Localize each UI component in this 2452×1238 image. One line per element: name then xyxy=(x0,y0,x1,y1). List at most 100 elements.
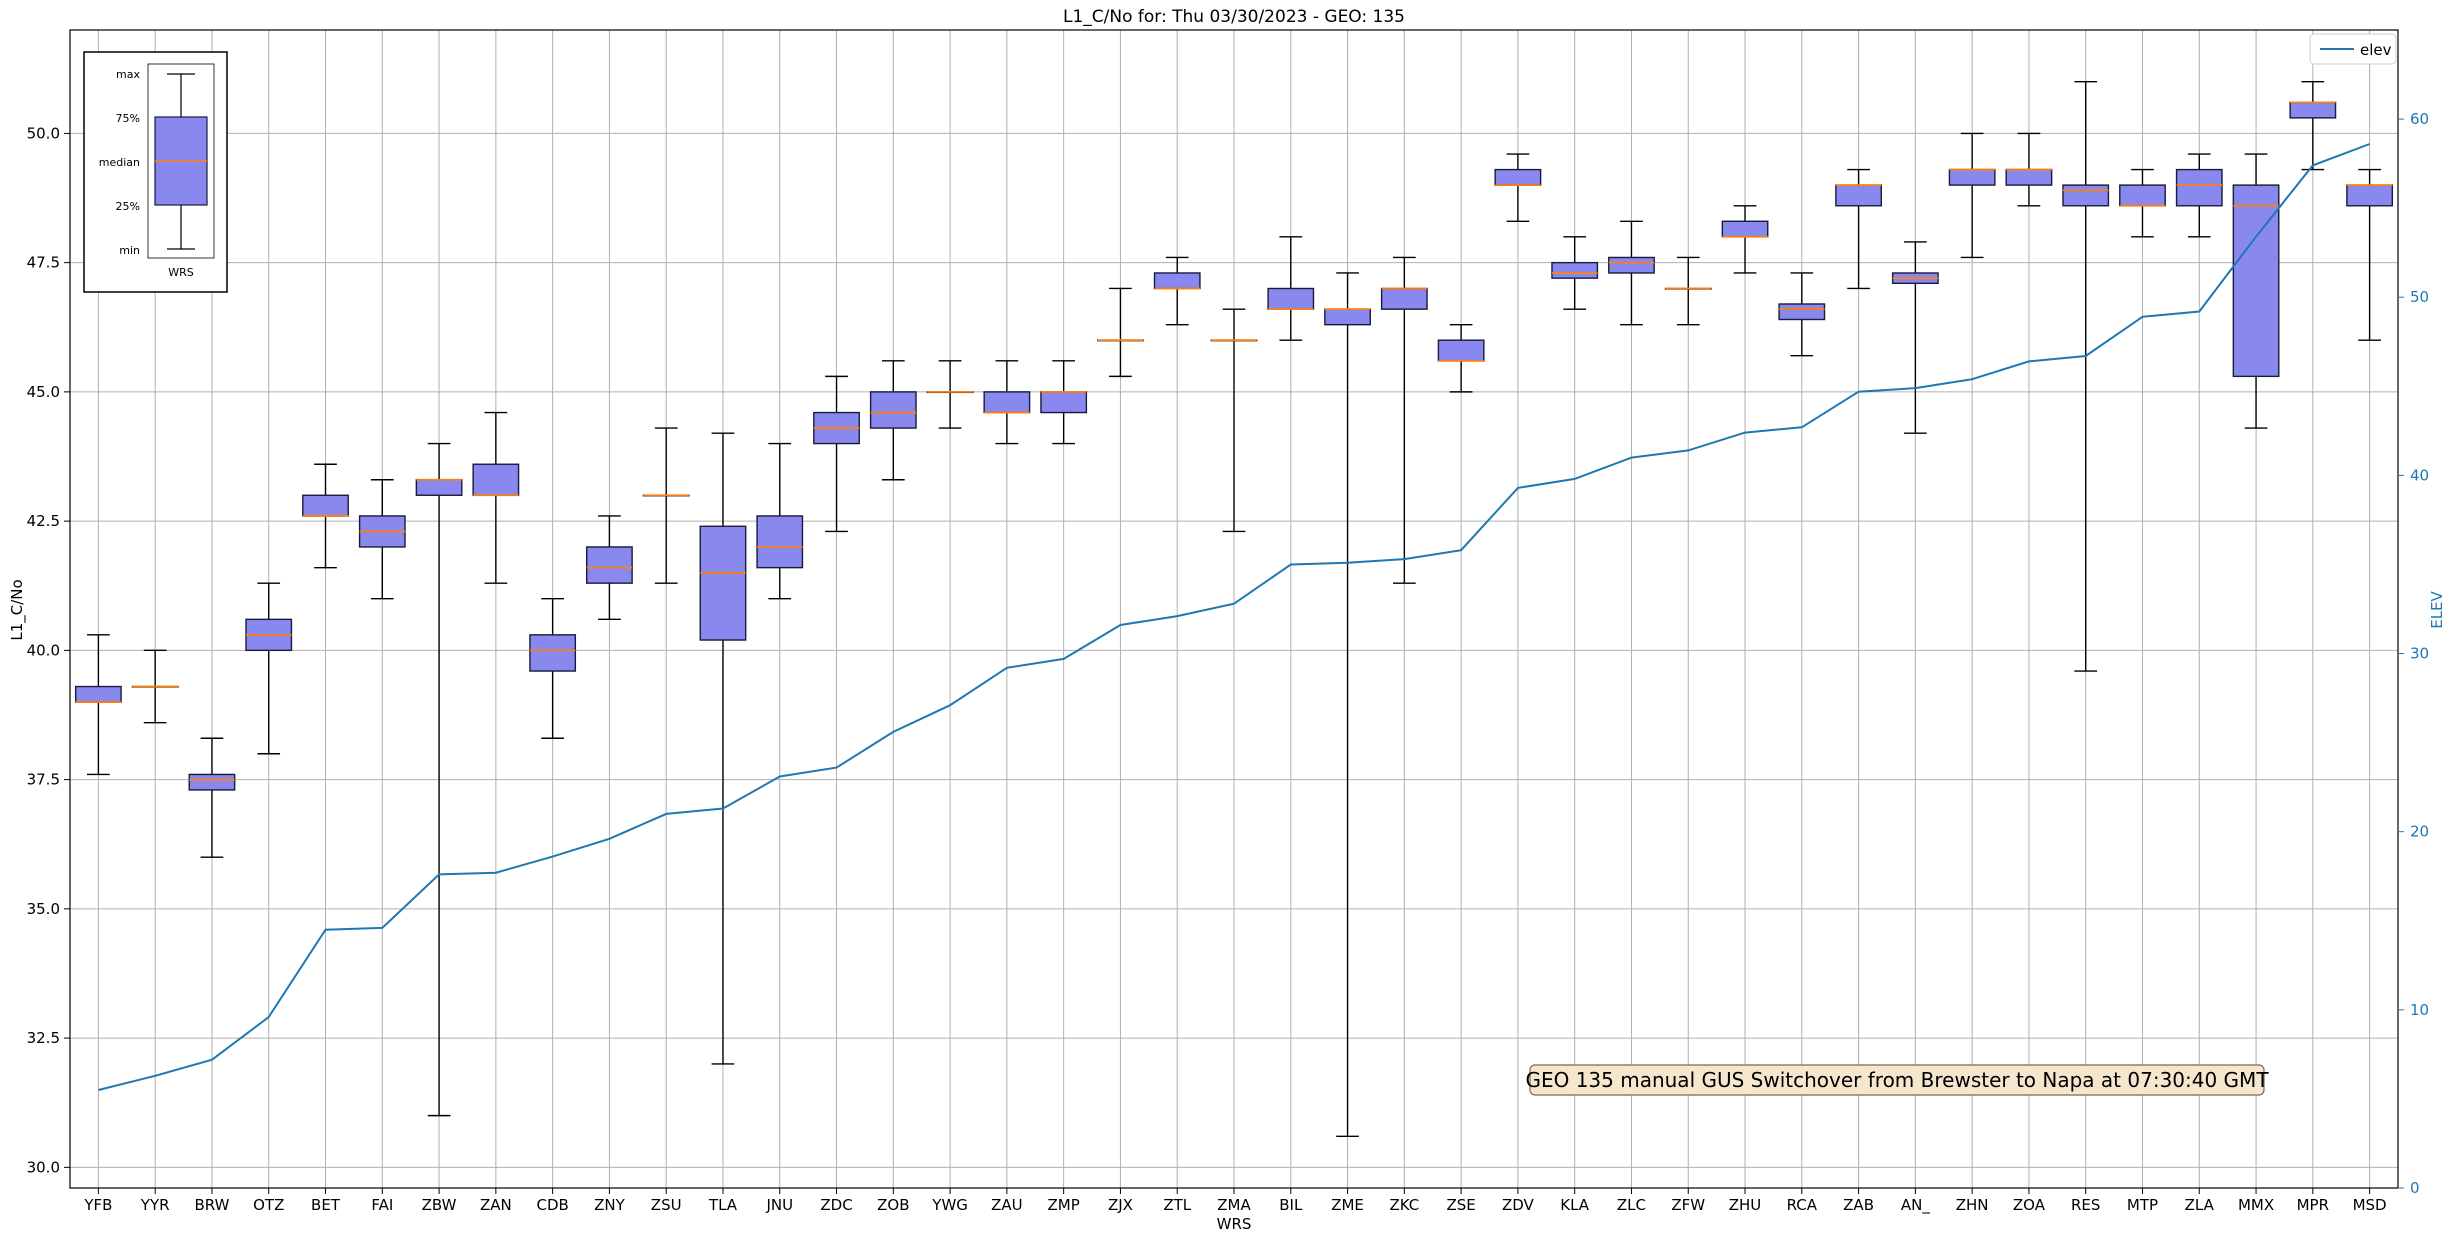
box-iqr xyxy=(188,773,236,791)
x-tick-label: ZAN xyxy=(480,1196,512,1214)
x-tick-label: ZTL xyxy=(1163,1196,1191,1214)
x-tick-label: BIL xyxy=(1279,1196,1303,1214)
box-RCA xyxy=(1778,272,1826,357)
x-tick-label: RES xyxy=(2071,1196,2100,1214)
y-tick-label: 47.5 xyxy=(27,254,60,272)
x-tick-label: ZDC xyxy=(820,1196,852,1214)
box-JNU xyxy=(756,442,804,600)
y2-tick-label: 10 xyxy=(2410,1001,2429,1019)
box-iqr xyxy=(586,546,633,584)
y-tick-label: 32.5 xyxy=(27,1029,60,1047)
box-ZLA xyxy=(2175,153,2223,238)
box-ZHU xyxy=(1721,205,1769,274)
box-BRW xyxy=(188,737,236,858)
x-tick-label: ZHN xyxy=(1956,1196,1989,1214)
box-ZDC xyxy=(813,375,860,533)
y-axis-label: L1_C/No xyxy=(8,579,27,640)
box-ZBW xyxy=(415,442,463,1117)
x-tick-label: MTP xyxy=(2127,1196,2158,1214)
box-iqr xyxy=(1040,391,1088,414)
x-tick-label: RCA xyxy=(1787,1196,1818,1214)
box-iqr xyxy=(1835,184,1882,207)
box-iqr xyxy=(2289,101,2337,119)
box-ZTL xyxy=(1153,256,1201,326)
x-tick-label: BET xyxy=(311,1196,341,1214)
x-tick-label: MMX xyxy=(2238,1196,2274,1214)
inset-category: WRS xyxy=(168,266,194,279)
box-CDB xyxy=(529,597,577,739)
y-tick-labels: 30.0 32.5 35.0 37.5 40.0 42.5 45.0 47.5 50.0 xyxy=(27,124,70,1176)
x-tick-label: ZLA xyxy=(2185,1196,2215,1214)
x-tick-label: YYR xyxy=(140,1196,170,1214)
box-ZAU xyxy=(983,360,1031,445)
x-tick-label: ZOA xyxy=(2013,1196,2046,1214)
box-plots xyxy=(74,80,2394,1138)
box-ZFW xyxy=(1664,256,1712,326)
x-tick-label: ZLC xyxy=(1617,1196,1646,1214)
x-tick-label: CDB xyxy=(536,1196,568,1214)
legend: elev xyxy=(2309,33,2397,65)
box-BET xyxy=(302,463,349,569)
y-tick-label: 30.0 xyxy=(27,1158,60,1176)
x-tick-label: ZNY xyxy=(594,1196,625,1214)
box-KLA xyxy=(1551,236,1599,310)
inset-label-q3: 75% xyxy=(116,112,140,125)
box-iqr xyxy=(2119,184,2166,207)
y2-tick-label: 0 xyxy=(2410,1179,2420,1197)
inset-label-max: max xyxy=(116,68,140,81)
box-ZOB xyxy=(869,360,917,481)
box-RES xyxy=(2062,80,2110,672)
y2-axis-label: ELEV xyxy=(2428,590,2446,628)
x-tick-label: ZKC xyxy=(1389,1196,1419,1214)
box-BIL xyxy=(1267,236,1315,341)
x-tick-label: ZFW xyxy=(1671,1196,1705,1214)
y-tick-label: 50.0 xyxy=(27,124,60,142)
box-iqr xyxy=(1721,220,1769,238)
x-tick-label: ZOB xyxy=(877,1196,909,1214)
x-tick-label: ZMA xyxy=(1217,1196,1251,1214)
box-iqr xyxy=(1437,339,1485,362)
box-TLA xyxy=(699,432,747,1065)
box-iqr xyxy=(1948,168,1996,186)
box-ZMA xyxy=(1210,308,1258,533)
x-tick-label: OTZ xyxy=(253,1196,284,1214)
box-iqr xyxy=(2175,168,2223,207)
box-ZSU xyxy=(642,427,690,584)
box-iqr xyxy=(1494,168,1542,186)
box-iqr xyxy=(2062,184,2110,207)
x-tick-label: MSD xyxy=(2353,1196,2387,1214)
box-MSD xyxy=(2346,168,2394,341)
box-MPR xyxy=(2289,80,2337,171)
box-FAI xyxy=(358,479,406,600)
box-YWG xyxy=(926,360,974,429)
box-OTZ xyxy=(245,582,293,755)
box-ZLC xyxy=(1608,220,1655,326)
x-tick-labels: YFB YYR BRW OTZ BET FAI ZBW ZAN CDB ZNY ZSU TLA JNU Z… xyxy=(83,1188,2387,1215)
box-MTP xyxy=(2119,168,2166,238)
x-tick-label: TLA xyxy=(708,1196,738,1214)
box-iqr xyxy=(756,515,804,569)
y2-tick-label: 60 xyxy=(2410,110,2429,128)
y-tick-label: 40.0 xyxy=(27,641,60,659)
y-tick-label: 45.0 xyxy=(27,383,60,401)
x-tick-label: ZAB xyxy=(1843,1196,1874,1214)
x-axis-label: WRS xyxy=(1217,1215,1252,1233)
y2-tick-label: 20 xyxy=(2410,823,2429,841)
box-iqr xyxy=(699,525,747,641)
box-YFB xyxy=(74,634,122,776)
box-ZOA xyxy=(2005,132,2053,207)
x-tick-label: BRW xyxy=(194,1196,229,1214)
y2-tick-labels: 0 10 20 30 40 50 60 xyxy=(2398,110,2429,1197)
legend-inset: max 75% median 25% min WRS xyxy=(83,51,228,293)
box-MMX xyxy=(2232,153,2280,429)
box-ZNY xyxy=(586,515,633,621)
box-iqr xyxy=(1324,308,1371,326)
box-iqr xyxy=(1778,303,1826,321)
x-tick-label: ZAU xyxy=(991,1196,1023,1214)
box-iqr xyxy=(983,391,1031,414)
y-tick-label: 37.5 xyxy=(27,771,60,789)
x-tick-label: ZSE xyxy=(1446,1196,1475,1214)
x-tick-label: MPR xyxy=(2297,1196,2329,1214)
box-iqr xyxy=(2005,168,2053,186)
box-iqr xyxy=(415,479,463,496)
